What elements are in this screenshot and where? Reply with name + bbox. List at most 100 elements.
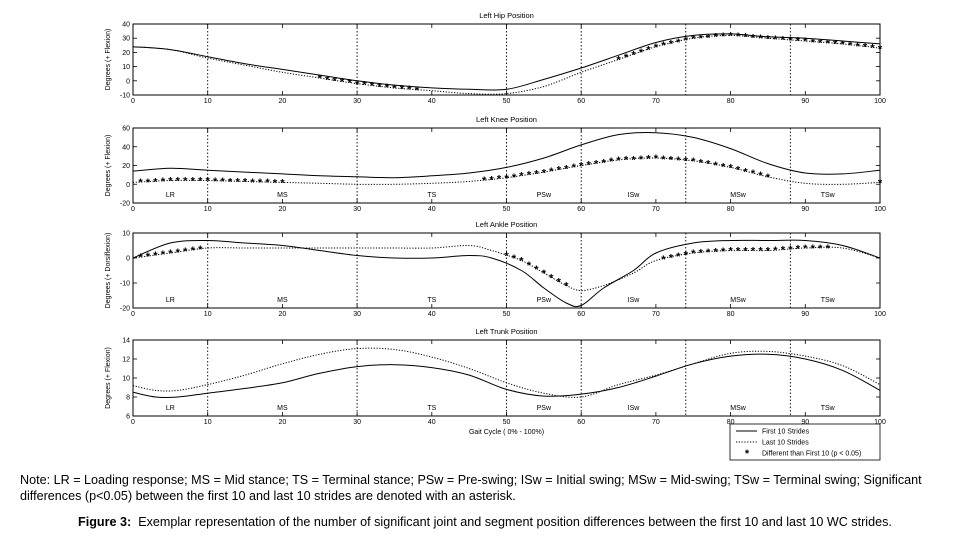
phase-label: TSw <box>821 192 836 199</box>
y-axis-label: Degrees (+ Flexion) <box>105 347 112 409</box>
significance-asterisk: * <box>863 42 868 54</box>
phase-label: TS <box>427 297 436 304</box>
y-tick-label: -10 <box>120 281 130 288</box>
significance-asterisk: * <box>572 162 577 174</box>
series-line-last-10 <box>132 34 881 95</box>
x-tick-label: 0 <box>131 206 135 213</box>
panel-title: Left Ankle Position <box>476 220 538 229</box>
phase-label: TSw <box>821 405 836 412</box>
x-tick-label: 40 <box>428 311 436 318</box>
significance-asterisk: * <box>699 248 704 260</box>
phase-label: ISw <box>628 405 641 412</box>
x-tick-label: 30 <box>353 206 361 213</box>
significance-asterisk: * <box>728 31 733 43</box>
significance-asterisk: * <box>676 155 681 167</box>
significance-asterisk: * <box>803 243 808 255</box>
significance-asterisk: * <box>721 246 726 258</box>
significance-asterisk: * <box>168 248 173 260</box>
significance-asterisk: * <box>818 37 823 49</box>
significance-asterisk: * <box>699 157 704 169</box>
phase-label: PSw <box>537 297 552 304</box>
significance-asterisk: * <box>340 77 345 89</box>
significance-asterisk: * <box>504 251 509 263</box>
phase-label: PSw <box>537 405 552 412</box>
significance-asterisk: * <box>676 251 681 263</box>
x-tick-label: 20 <box>279 98 287 105</box>
legend-label: Different than First 10 (p < 0.05) <box>762 451 861 458</box>
legend-box <box>729 423 881 461</box>
caption-text: Exemplar representation of the number of… <box>138 515 892 529</box>
x-tick-label: 100 <box>874 98 886 105</box>
significance-asterisk: * <box>773 34 778 46</box>
y-tick-label: 20 <box>122 163 130 170</box>
significance-asterisk: * <box>728 163 733 175</box>
significance-asterisk: * <box>676 37 681 49</box>
significance-asterisk: * <box>736 246 741 258</box>
x-tick-label: 70 <box>652 206 660 213</box>
significance-asterisk: * <box>549 272 554 284</box>
significance-asterisk: * <box>811 37 816 49</box>
panel-title: Left Trunk Position <box>475 327 537 336</box>
x-tick-label: 40 <box>428 419 436 426</box>
significance-asterisk: * <box>781 35 786 47</box>
significance-asterisk: * <box>333 75 338 87</box>
significance-asterisk: * <box>557 165 562 177</box>
x-tick-label: 10 <box>204 98 212 105</box>
x-tick-label: 90 <box>801 98 809 105</box>
significance-asterisk: * <box>400 84 405 96</box>
y-tick-label: 8 <box>126 395 130 402</box>
significance-asterisk: * <box>258 177 263 189</box>
x-tick-label: 50 <box>503 206 511 213</box>
significance-asterisk: * <box>803 36 808 48</box>
significance-asterisk: * <box>669 253 674 265</box>
significance-asterisk: * <box>519 256 524 268</box>
x-tick-label: 80 <box>727 98 735 105</box>
phase-label: PSw <box>537 192 552 199</box>
significance-asterisk: * <box>788 244 793 256</box>
significance-asterisk: * <box>758 33 763 45</box>
significance-asterisk: * <box>557 277 562 289</box>
figure-caption: Figure 3: Exemplar representation of the… <box>78 515 978 529</box>
significance-asterisk: * <box>549 166 554 178</box>
phase-label: TSw <box>821 297 836 304</box>
series-line-last-10 <box>132 347 881 398</box>
x-tick-label: 70 <box>652 98 660 105</box>
significance-asterisk: * <box>826 38 831 50</box>
significance-asterisk: * <box>684 155 689 167</box>
x-tick-label: 80 <box>727 311 735 318</box>
significance-asterisk: * <box>138 252 143 264</box>
y-tick-label: 10 <box>122 231 130 238</box>
y-tick-label: 0 <box>126 256 130 263</box>
significance-asterisk: * <box>176 247 181 259</box>
significance-asterisk: * <box>766 172 771 184</box>
significance-asterisk: * <box>601 157 606 169</box>
significance-asterisk: * <box>714 160 719 172</box>
x-tick-label: 100 <box>874 419 886 426</box>
significance-asterisk: * <box>594 158 599 170</box>
phase-label: TS <box>427 192 436 199</box>
significance-asterisk: * <box>370 81 375 93</box>
series-line-last-10 <box>132 157 881 185</box>
x-tick-label: 10 <box>204 419 212 426</box>
significance-asterisk: * <box>325 74 330 86</box>
x-tick-label: 10 <box>204 206 212 213</box>
x-tick-label: 30 <box>353 419 361 426</box>
x-tick-label: 100 <box>874 311 886 318</box>
significance-asterisk: * <box>198 176 203 188</box>
panel-left-knee-position: Left Knee Position Degrees (+ Flexion) -20… <box>105 115 886 213</box>
panel-title: Left Knee Position <box>476 115 537 124</box>
significance-asterisk: * <box>706 32 711 44</box>
significance-asterisk: * <box>766 33 771 45</box>
significance-asterisk: * <box>250 177 255 189</box>
significance-asterisk: * <box>661 40 666 52</box>
x-tick-label: 40 <box>428 206 436 213</box>
phase-label: LR <box>166 297 175 304</box>
phase-label: MS <box>277 405 288 412</box>
x-tick-label: 90 <box>801 311 809 318</box>
significance-asterisk: * <box>183 246 188 258</box>
panel-title: Left Hip Position <box>479 11 534 20</box>
significance-asterisk: * <box>699 33 704 45</box>
panel-left-ankle-position: Left Ankle Position Degrees (+ Dorsiflexi… <box>105 220 886 318</box>
significance-asterisk: * <box>318 73 323 85</box>
x-tick-label: 100 <box>874 206 886 213</box>
